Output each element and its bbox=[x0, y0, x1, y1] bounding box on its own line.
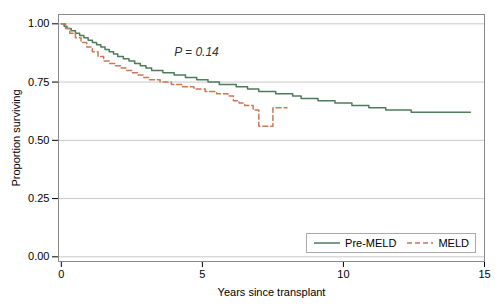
svg-text:Proportion surviving: Proportion surviving bbox=[10, 89, 22, 186]
svg-text:0.50: 0.50 bbox=[28, 134, 49, 146]
svg-text:10: 10 bbox=[337, 268, 349, 280]
svg-text:P = 0.14: P = 0.14 bbox=[174, 45, 219, 59]
svg-text:Years since transplant: Years since transplant bbox=[218, 286, 326, 298]
html-text:MELD: MELD bbox=[438, 237, 469, 249]
html-text:Pre-MELD: Pre-MELD bbox=[345, 237, 397, 249]
svg-text:0: 0 bbox=[58, 268, 64, 280]
svg-text:0.00: 0.00 bbox=[28, 250, 49, 262]
svg-text:0.25: 0.25 bbox=[28, 192, 49, 204]
svg-text:5: 5 bbox=[199, 268, 205, 280]
svg-text:15: 15 bbox=[478, 268, 490, 280]
svg-text:1.00: 1.00 bbox=[28, 17, 49, 29]
svg-text:0.75: 0.75 bbox=[28, 76, 49, 88]
